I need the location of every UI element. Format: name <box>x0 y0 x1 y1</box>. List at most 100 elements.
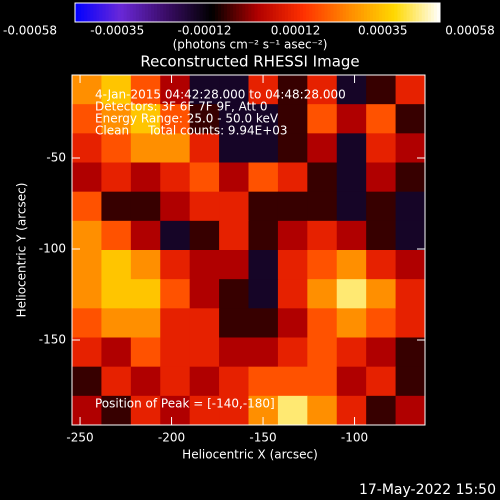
colorbar-swatch <box>245 3 249 22</box>
colorbar-swatch <box>196 3 201 22</box>
colorbar-swatch <box>266 3 271 22</box>
colorbar-swatch <box>418 3 423 22</box>
colorbar-swatch <box>433 3 438 22</box>
colorbar-swatch <box>436 3 441 22</box>
colorbar-swatch <box>135 3 140 22</box>
colorbar-tick-label: -0.00035 <box>90 24 144 38</box>
heatmap-cell <box>160 162 191 193</box>
colorbar-swatch <box>269 3 274 22</box>
heatmap-cell <box>307 75 338 105</box>
colorbar-tick-label: 0.00058 <box>445 24 495 38</box>
heatmap-cell <box>189 279 220 309</box>
heatmap-cell <box>277 250 308 280</box>
heatmap-cell <box>72 250 102 280</box>
heatmap-cell <box>189 395 220 426</box>
x-tick-label: -250 <box>66 431 93 445</box>
heatmap-cell <box>336 104 367 134</box>
heatmap-cell <box>395 279 426 309</box>
colorbar-swatch <box>81 3 85 22</box>
y-axis-label: Heliocentric Y (arcsec) <box>15 183 29 318</box>
colorbar-swatch <box>333 3 338 22</box>
annotation: Detectors: 3F 6F 7F 9F, Att 0 <box>95 100 267 114</box>
colorbar-swatch <box>318 3 322 22</box>
colorbar-swatch <box>376 3 380 22</box>
heatmap-cell <box>277 104 308 134</box>
x-axis-label: Heliocentric X (arcsec) <box>182 448 318 462</box>
colorbar-swatch <box>290 3 295 22</box>
heatmap-cell <box>189 337 220 368</box>
colorbar-swatch <box>99 3 103 22</box>
colorbar-swatch <box>309 3 313 22</box>
colorbar-swatch <box>151 3 155 22</box>
colorbar-swatch <box>275 3 280 22</box>
colorbar-swatch <box>345 3 350 22</box>
colorbar-tick-label: -0.00058 <box>3 24 57 38</box>
colorbar-swatch <box>87 3 91 22</box>
heatmap-cell <box>130 337 161 368</box>
colorbar-swatch <box>75 3 79 22</box>
colorbar-swatch <box>111 3 116 22</box>
colorbar-swatch <box>257 3 262 22</box>
colorbar-swatch <box>415 3 420 22</box>
heatmap-cell <box>130 133 161 163</box>
colorbar-swatch <box>251 3 255 22</box>
heatmap-cell <box>307 308 338 338</box>
heatmap-cell <box>72 366 102 397</box>
heatmap-cell <box>336 191 367 222</box>
heatmap-cell <box>219 104 249 134</box>
colorbar-swatch <box>157 3 161 22</box>
heatmap-cell <box>189 162 220 193</box>
heatmap-cell <box>307 250 338 280</box>
colorbar-swatch <box>105 3 109 22</box>
colorbar-tick-label: 0.00012 <box>271 24 321 38</box>
colorbar-swatch <box>336 3 341 22</box>
annotation: Clean Total counts: 9.94E+03 <box>95 124 288 138</box>
heatmap-cell <box>72 133 102 163</box>
heatmap-cell <box>277 279 308 309</box>
colorbar-swatch <box>217 3 222 22</box>
heatmap-cell <box>101 395 132 426</box>
colorbar-swatch <box>199 3 204 22</box>
heatmap-cell <box>366 366 397 397</box>
heatmap-cell <box>395 250 426 280</box>
heatmap-cell <box>336 162 367 193</box>
heatmap-cell <box>248 250 279 280</box>
colorbar-swatch <box>117 3 122 22</box>
colorbar-swatch <box>297 3 301 22</box>
heatmap-cell <box>101 279 132 309</box>
colorbar-swatch <box>166 3 170 22</box>
colorbar <box>74 2 441 23</box>
heatmap-cell <box>395 308 426 338</box>
colorbar-tick-label: 0.00035 <box>358 24 408 38</box>
heatmap-cell <box>160 250 191 280</box>
heatmap-cell <box>219 395 249 426</box>
colorbar-swatch <box>123 3 128 22</box>
colorbar-swatch <box>214 3 219 22</box>
colorbar-swatch <box>160 3 164 22</box>
heatmap-cell <box>277 395 308 426</box>
colorbar-swatch <box>406 3 411 22</box>
heatmap-cell <box>72 395 102 426</box>
colorbar-swatch <box>424 3 429 22</box>
heatmap-cell <box>366 75 397 105</box>
colorbar-swatch <box>321 3 325 22</box>
heatmap-cell <box>366 250 397 280</box>
heatmap-cell <box>101 75 132 105</box>
heatmap-cell <box>72 308 102 338</box>
colorbar-swatch <box>211 3 216 22</box>
colorbar-swatch <box>178 3 182 22</box>
colorbar-swatch <box>181 3 185 22</box>
heatmap-cell <box>101 133 132 163</box>
heatmap-cell <box>101 162 132 193</box>
heatmap-cell <box>395 395 426 426</box>
heatmap-cell <box>72 75 102 105</box>
colorbar-swatch <box>205 3 210 22</box>
colorbar-swatch <box>400 3 404 22</box>
colorbar-swatch <box>403 3 408 22</box>
colorbar-swatch <box>193 3 198 22</box>
colorbar-swatch <box>120 3 125 22</box>
heatmap-cell <box>130 279 161 309</box>
heatmap-cell <box>160 104 191 134</box>
heatmap-cell <box>336 220 367 251</box>
